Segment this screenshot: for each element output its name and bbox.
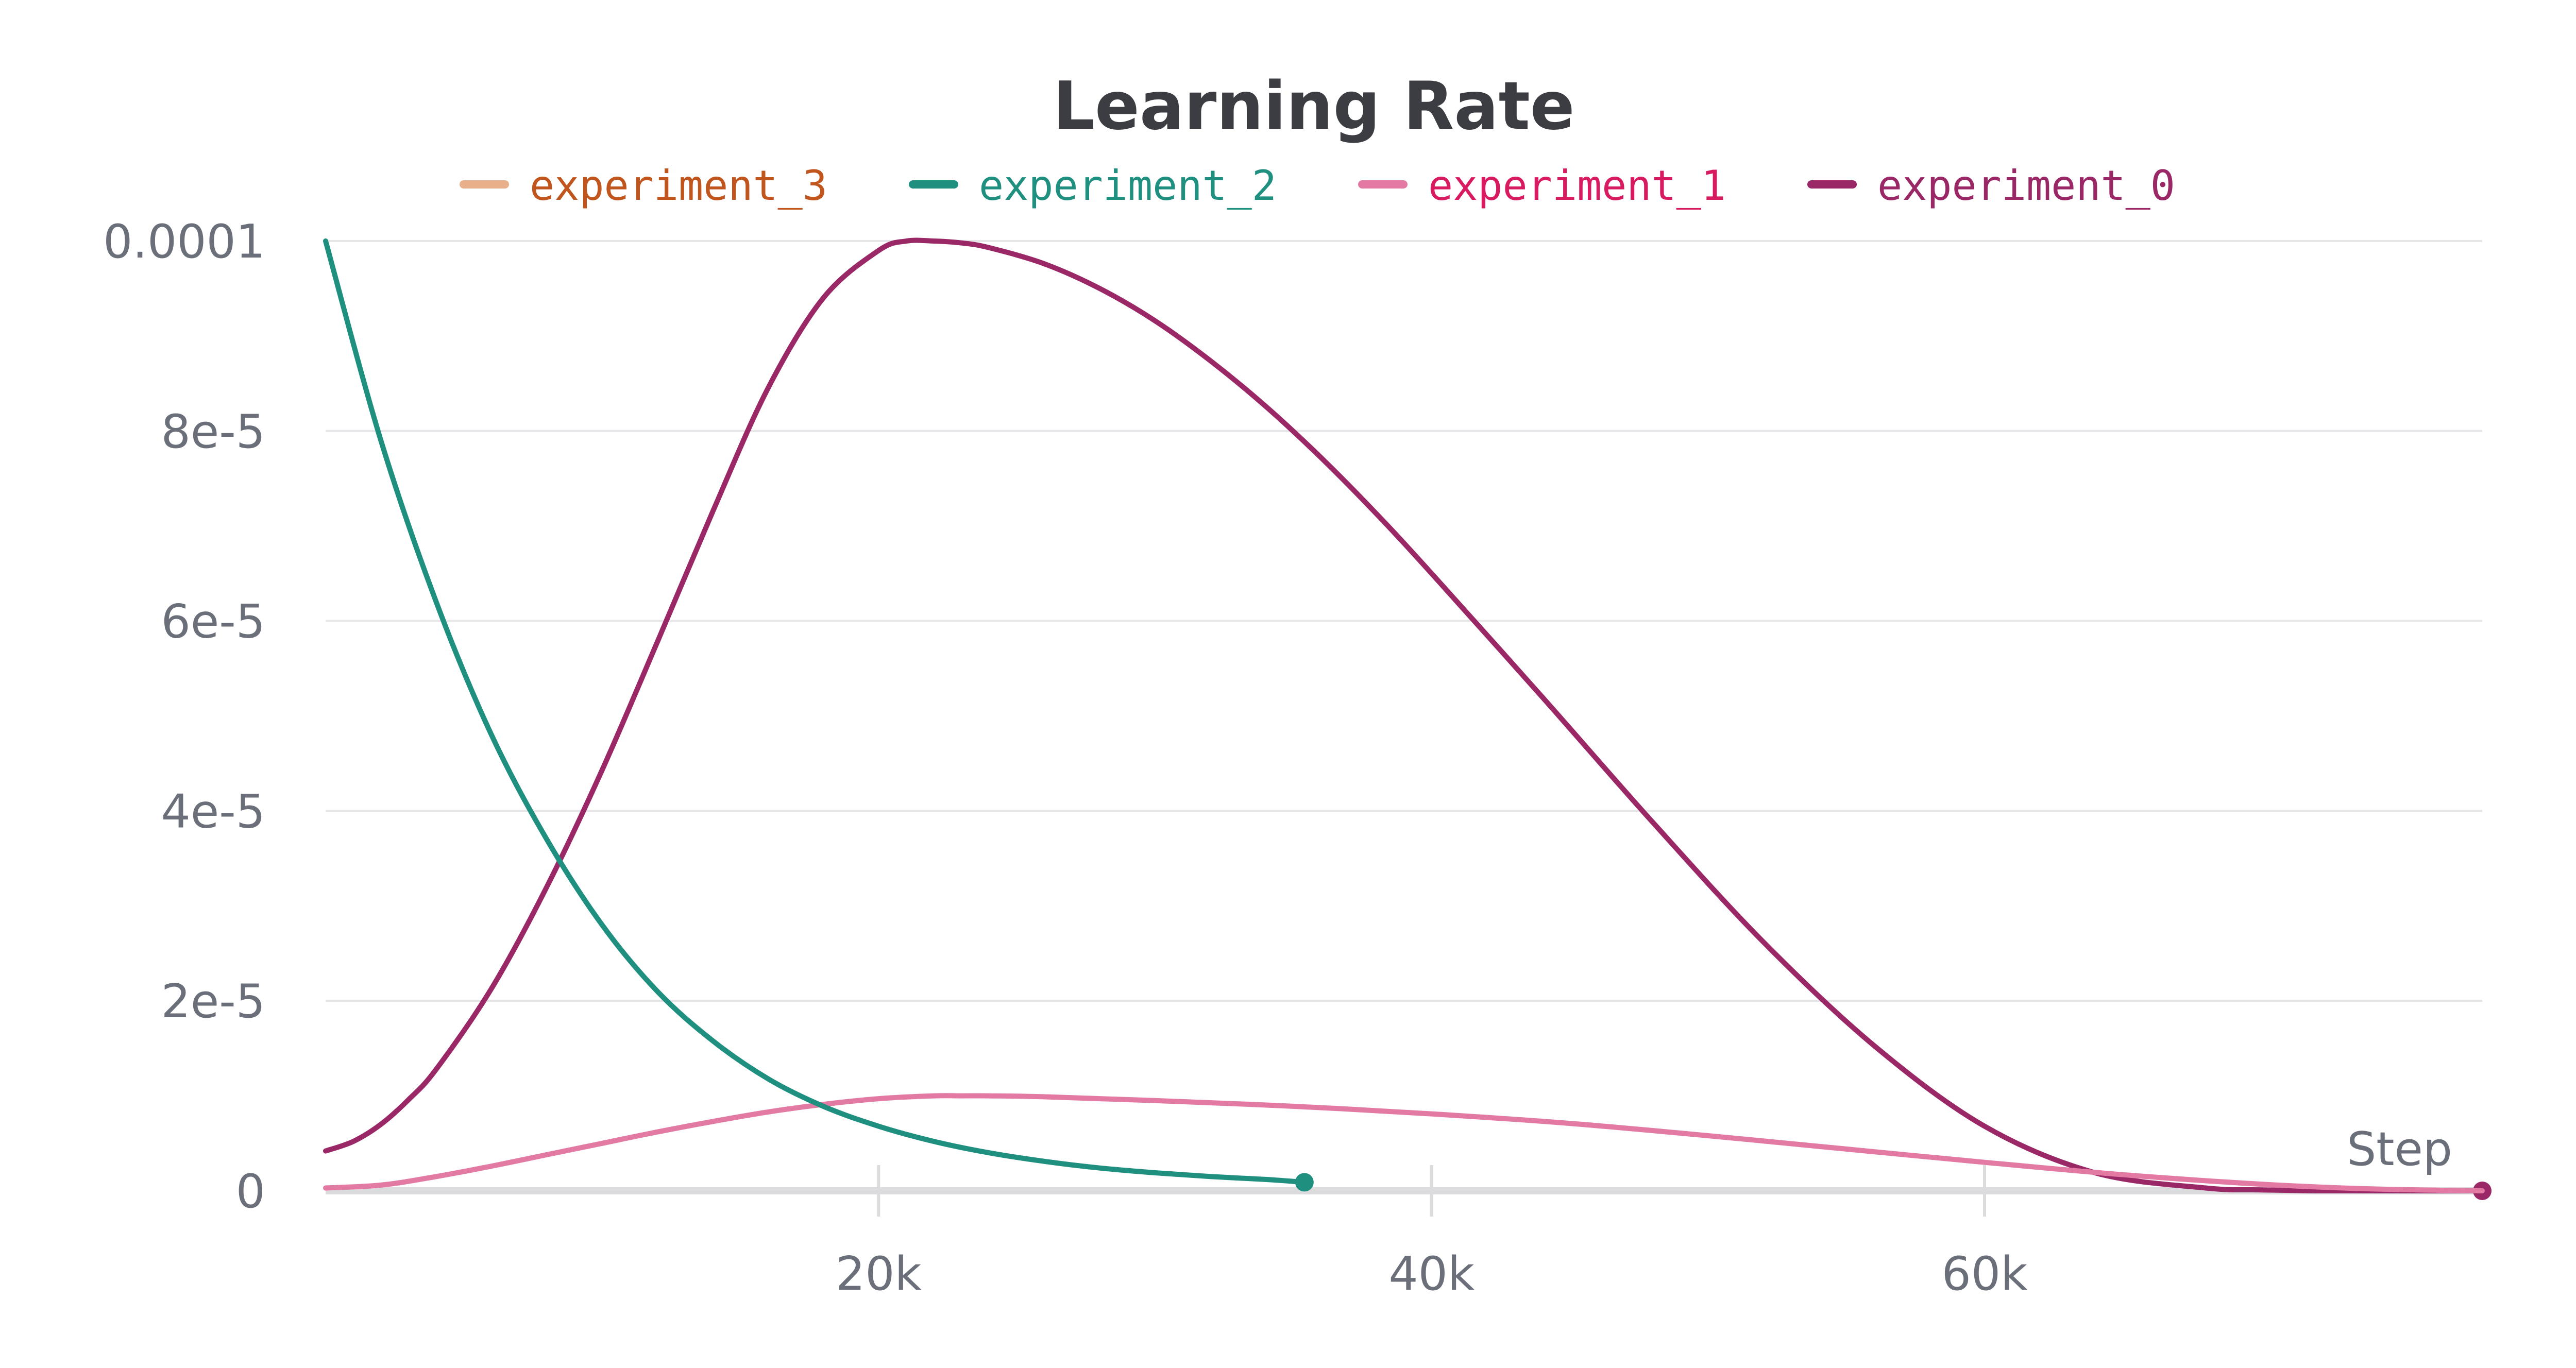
series-end-marker-experiment_2 xyxy=(1295,1173,1314,1192)
y-tick-label-0: 0 xyxy=(236,1165,265,1219)
series-line-experiment_0 xyxy=(323,237,2485,1194)
legend-label-experiment_1: experiment_1 xyxy=(1428,162,1726,210)
y-tick-label-4: 8e-5 xyxy=(161,405,265,459)
y-tick-label-1: 2e-5 xyxy=(161,974,265,1029)
chart-title: Learning Rate xyxy=(1053,68,1574,145)
legend-label-experiment_3: experiment_3 xyxy=(530,162,827,210)
series-lines xyxy=(323,237,2492,1200)
legend-label-experiment_0: experiment_0 xyxy=(1877,162,2175,210)
series-line-experiment_2 xyxy=(323,238,1307,1185)
y-tick-label-5: 0.0001 xyxy=(103,215,265,269)
x-tick-label-1: 40k xyxy=(1388,1247,1475,1301)
legend-label-experiment_2: experiment_2 xyxy=(979,162,1277,210)
y-tick-label-2: 4e-5 xyxy=(161,784,265,839)
x-axis: 20k 40k 60k xyxy=(326,1165,2482,1301)
x-axis-label: Step xyxy=(2347,1122,2452,1176)
y-tick-label-3: 6e-5 xyxy=(161,595,265,649)
series-line-experiment_1 xyxy=(323,1093,2485,1193)
grid-lines xyxy=(326,240,2482,1002)
x-tick-label-0: 20k xyxy=(836,1247,922,1301)
y-axis: 0 2e-5 4e-5 6e-5 8e-5 0.0001 xyxy=(103,215,265,1219)
x-tick-label-2: 60k xyxy=(1942,1247,2028,1301)
legend: experiment_3 experiment_2 experiment_1 expe… xyxy=(460,162,2175,210)
